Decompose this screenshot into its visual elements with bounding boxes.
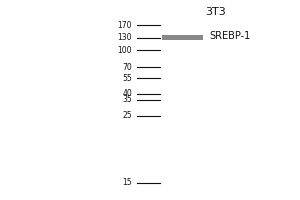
Text: SREBP-1: SREBP-1 <box>209 31 251 41</box>
Text: 130: 130 <box>118 33 132 42</box>
Text: 70: 70 <box>122 63 132 72</box>
Text: 40: 40 <box>122 89 132 98</box>
Text: 100: 100 <box>118 46 132 55</box>
FancyBboxPatch shape <box>162 35 203 40</box>
Text: 55: 55 <box>122 74 132 83</box>
Text: 170: 170 <box>118 21 132 30</box>
Text: 35: 35 <box>122 95 132 104</box>
Text: 15: 15 <box>122 178 132 187</box>
Text: 25: 25 <box>122 111 132 120</box>
Text: 3T3: 3T3 <box>205 7 226 17</box>
